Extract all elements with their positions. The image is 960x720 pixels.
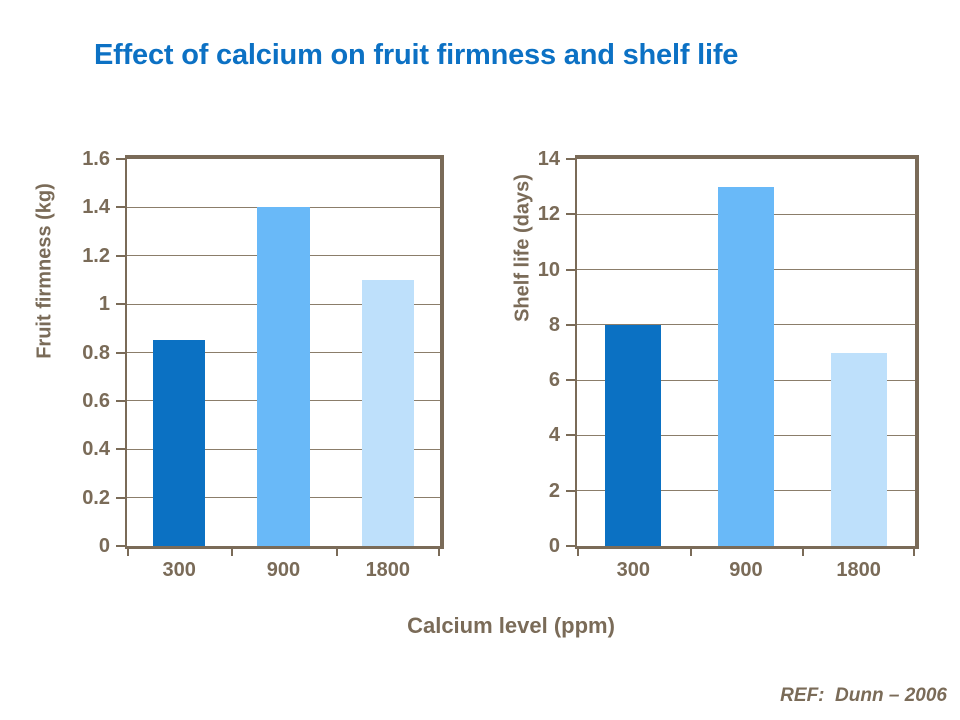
y-tick-mark	[566, 434, 575, 437]
y-tick-mark	[566, 489, 575, 492]
reference-text: REF: Dunn – 2006	[780, 685, 947, 706]
x-tick-mark	[577, 546, 579, 556]
y-tick-mark	[566, 268, 575, 271]
y-tick-mark	[116, 399, 125, 402]
y-tick-label: 0.6	[82, 389, 110, 412]
fruit-firmness-plot-area: 1.6 1.4 1.2 1 0.8 0.6 0.4 0.2 0 300 900 1800	[82, 149, 444, 580]
y-tick-mark	[116, 254, 125, 257]
x-tick-label: 1800	[365, 559, 411, 581]
y-tick-label: 0.4	[82, 438, 110, 461]
y-tick-mark	[116, 351, 125, 354]
y-tick-mark	[566, 158, 575, 160]
x-tick-mark	[438, 546, 440, 556]
x-tick-mark	[689, 546, 692, 556]
y-tick-label: 0	[548, 535, 560, 557]
y-tick-mark	[116, 206, 125, 209]
y-tick-mark	[566, 545, 575, 547]
y-tick-mark	[116, 496, 125, 499]
y-tick-label: 0.8	[82, 341, 110, 364]
y-tick-label: 1.4	[82, 196, 110, 219]
y-tick-mark	[566, 379, 575, 382]
y-tick-label: 12	[537, 203, 560, 226]
y-tick-label: 1.2	[82, 244, 110, 267]
bar-fruit-firmness-900	[257, 207, 310, 546]
x-tick-label: 1800	[836, 559, 881, 581]
x-tick-mark	[231, 546, 234, 556]
y-tick-mark	[566, 213, 575, 216]
y-tick-mark	[116, 545, 125, 547]
y-axis-title-shelf-life: Shelf life (days)	[511, 174, 534, 322]
y-tick-label: 0	[98, 535, 110, 557]
x-tick-mark	[335, 546, 338, 556]
x-tick-mark	[127, 546, 129, 556]
bar-shelf-life-1800	[830, 352, 887, 546]
y-tick-mark	[116, 158, 125, 160]
y-tick-label: 10	[537, 258, 560, 281]
y-tick-label: 14	[537, 148, 560, 170]
y-tick-label: 1	[98, 293, 110, 316]
x-tick-mark	[802, 546, 805, 556]
bar-shelf-life-900	[717, 186, 775, 546]
x-axis-title: Calcium level (ppm)	[407, 613, 615, 638]
x-tick-mark	[913, 546, 915, 556]
x-tick-label: 900	[266, 559, 301, 581]
bar-fruit-firmness-300	[153, 340, 206, 546]
y-tick-mark	[116, 303, 125, 306]
bar-fruit-firmness-1800	[361, 279, 414, 546]
y-tick-label: 8	[548, 313, 560, 336]
x-tick-label: 300	[162, 559, 196, 581]
shelf-life-plot-area: 14 12 10 8 6 4 2 0 300 900 1800	[538, 149, 919, 580]
slide-title: Effect of calcium on fruit firmness and …	[94, 39, 739, 71]
y-tick-label: 2	[548, 479, 560, 502]
x-tick-label: 900	[729, 559, 763, 581]
y-tick-mark	[566, 323, 575, 326]
y-tick-label: 4	[548, 424, 560, 447]
bar-shelf-life-300	[605, 324, 662, 546]
x-tick-label: 300	[616, 559, 651, 581]
y-tick-label: 1.6	[82, 148, 110, 170]
y-tick-label: 0.2	[82, 486, 110, 509]
y-tick-label: 6	[548, 369, 560, 392]
y-tick-mark	[116, 448, 125, 451]
